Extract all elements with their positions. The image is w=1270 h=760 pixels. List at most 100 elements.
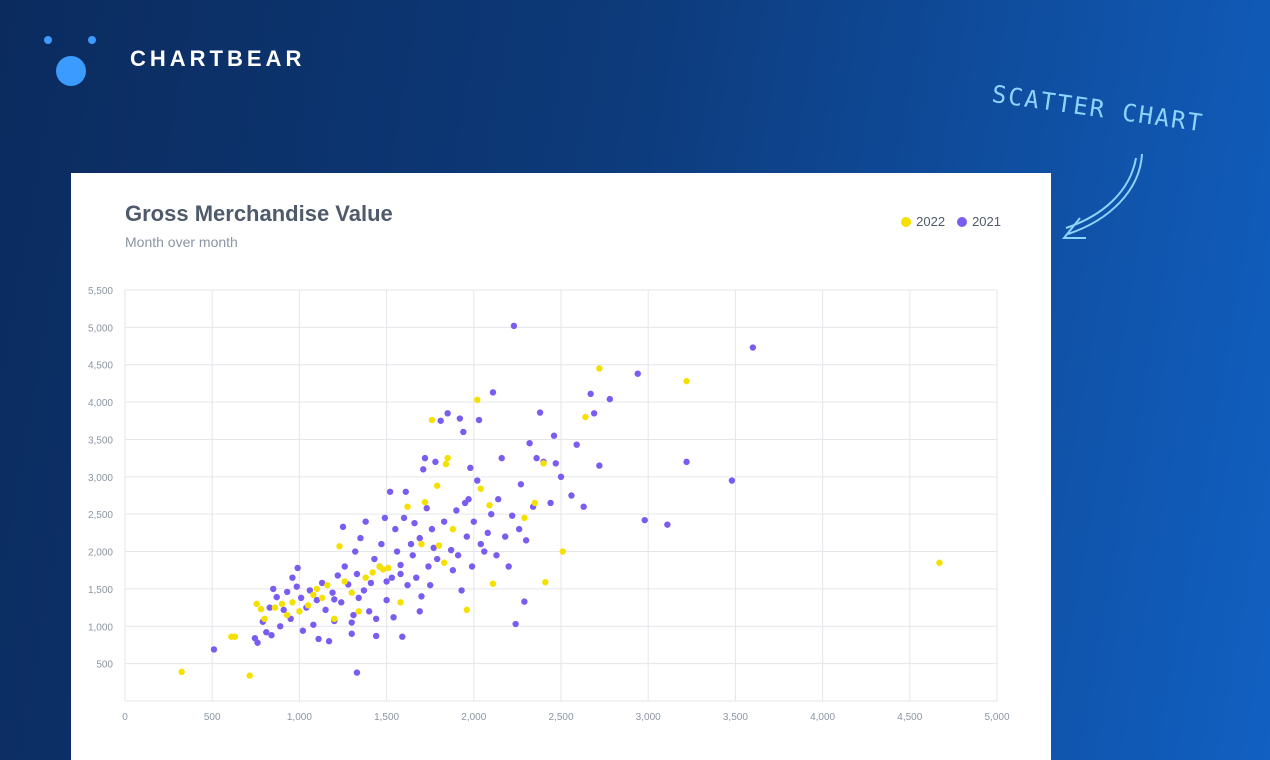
data-point-2021 <box>334 572 341 579</box>
data-point-2021 <box>318 579 326 587</box>
data-point-2021 <box>590 410 598 417</box>
data-point-2021 <box>386 488 394 495</box>
data-point-2021 <box>587 390 594 398</box>
data-point-2022 <box>489 580 497 587</box>
data-point-2022 <box>362 574 369 581</box>
data-point-2021 <box>552 460 559 467</box>
data-point-2021 <box>293 583 300 590</box>
data-point-2021 <box>407 540 415 548</box>
data-point-2021 <box>510 322 518 330</box>
data-point-2021 <box>449 567 457 574</box>
data-point-2021 <box>413 574 420 581</box>
data-point-2021 <box>283 588 291 596</box>
legend-label: 2021 <box>972 214 1001 229</box>
annotation-arrow-icon <box>1061 153 1143 239</box>
data-point-2021 <box>402 488 409 495</box>
y-tick-label: 4,000 <box>88 398 113 409</box>
annotation: SCATTER CHART <box>990 80 1240 250</box>
data-point-2021 <box>521 598 528 605</box>
data-point-2022 <box>559 548 566 555</box>
data-point-2021 <box>488 510 495 518</box>
data-point-2021 <box>270 585 277 593</box>
data-point-2021 <box>357 534 364 542</box>
data-point-2022 <box>683 377 690 385</box>
data-point-2022 <box>278 600 286 608</box>
data-point-2021 <box>573 441 580 448</box>
x-tick-label: 0 <box>122 712 128 723</box>
data-point-2021 <box>397 570 404 578</box>
legend-item-2021[interactable]: 2021 <box>957 214 1001 229</box>
data-point-2022 <box>397 599 404 606</box>
data-point-2021 <box>468 563 476 570</box>
data-point-2021 <box>749 344 757 351</box>
data-point-2021 <box>268 632 275 639</box>
data-point-2021 <box>353 669 361 676</box>
data-point-2021 <box>280 606 287 614</box>
data-point-2021 <box>338 599 345 606</box>
data-point-2021 <box>372 615 380 622</box>
data-point-2021 <box>416 608 423 615</box>
data-point-2021 <box>568 492 575 499</box>
data-point-2021 <box>505 563 512 570</box>
x-tick-label: 4,500 <box>897 712 922 723</box>
y-tick-label: 2,000 <box>88 548 113 559</box>
data-point-2021 <box>299 627 307 634</box>
data-point-2021 <box>360 587 368 594</box>
data-point-2021 <box>465 496 472 503</box>
data-point-2022 <box>404 503 411 510</box>
scatter-plot: 0 500 1,000 1,500 2,000 2,500 3,000 3,500 4,000 4… <box>88 286 1010 723</box>
data-point-2022 <box>178 668 185 676</box>
data-point-2022 <box>936 559 943 566</box>
data-point-2022 <box>318 594 326 602</box>
data-point-2021 <box>355 594 362 602</box>
data-point-2022 <box>348 589 355 596</box>
brand-name: CHARTBEAR <box>130 46 306 71</box>
data-point-2022 <box>331 615 338 622</box>
data-point-2021 <box>430 544 437 552</box>
data-point-2021 <box>294 564 301 572</box>
data-point-2021 <box>371 555 378 563</box>
chart-card: Gross Merchandise Value Month over month… <box>71 173 1051 760</box>
data-point-2021 <box>381 514 389 522</box>
y-tick-label: 4,500 <box>88 361 113 372</box>
data-point-2021 <box>388 574 396 581</box>
data-point-2021 <box>498 454 505 462</box>
legend-item-2022[interactable]: 2022 <box>901 214 945 229</box>
data-point-2021 <box>437 417 444 424</box>
data-point-2021 <box>273 593 280 601</box>
data-point-2021 <box>362 518 369 525</box>
x-tick-label: 2,500 <box>548 712 573 723</box>
data-point-2022 <box>542 578 549 586</box>
data-point-2021 <box>423 505 430 512</box>
data-point-2022 <box>296 608 303 615</box>
data-point-2021 <box>329 589 336 596</box>
data-point-2022 <box>369 569 376 576</box>
data-point-2022 <box>444 454 451 462</box>
x-tick-label: 1,500 <box>374 712 399 723</box>
data-point-2021 <box>580 503 587 510</box>
x-tick-label: 1,000 <box>287 712 312 723</box>
data-point-2021 <box>433 555 441 563</box>
data-point-2021 <box>254 639 261 646</box>
x-tick-label: 5,000 <box>984 712 1009 723</box>
y-tick-label: 5,000 <box>88 323 113 334</box>
x-tick-label: 4,000 <box>810 712 835 723</box>
data-point-2022 <box>435 542 443 549</box>
data-point-2021 <box>421 454 429 462</box>
data-point-2021 <box>277 623 284 630</box>
data-point-2022 <box>531 499 539 507</box>
data-point-2021 <box>409 552 416 559</box>
y-tick-label: 500 <box>96 660 113 671</box>
data-point-2021 <box>310 621 317 628</box>
data-point-2022 <box>582 413 589 421</box>
data-point-2021 <box>515 525 523 533</box>
data-point-2022 <box>428 416 436 424</box>
data-point-2021 <box>728 477 736 484</box>
chart-legend: 2022 2021 <box>901 214 1001 229</box>
data-point-2021 <box>420 466 427 473</box>
data-point-2021 <box>425 563 432 570</box>
x-tick-label: 3,500 <box>723 712 748 723</box>
data-point-2021 <box>550 432 558 439</box>
legend-dot-icon <box>901 216 912 227</box>
data-point-2021 <box>325 638 333 645</box>
